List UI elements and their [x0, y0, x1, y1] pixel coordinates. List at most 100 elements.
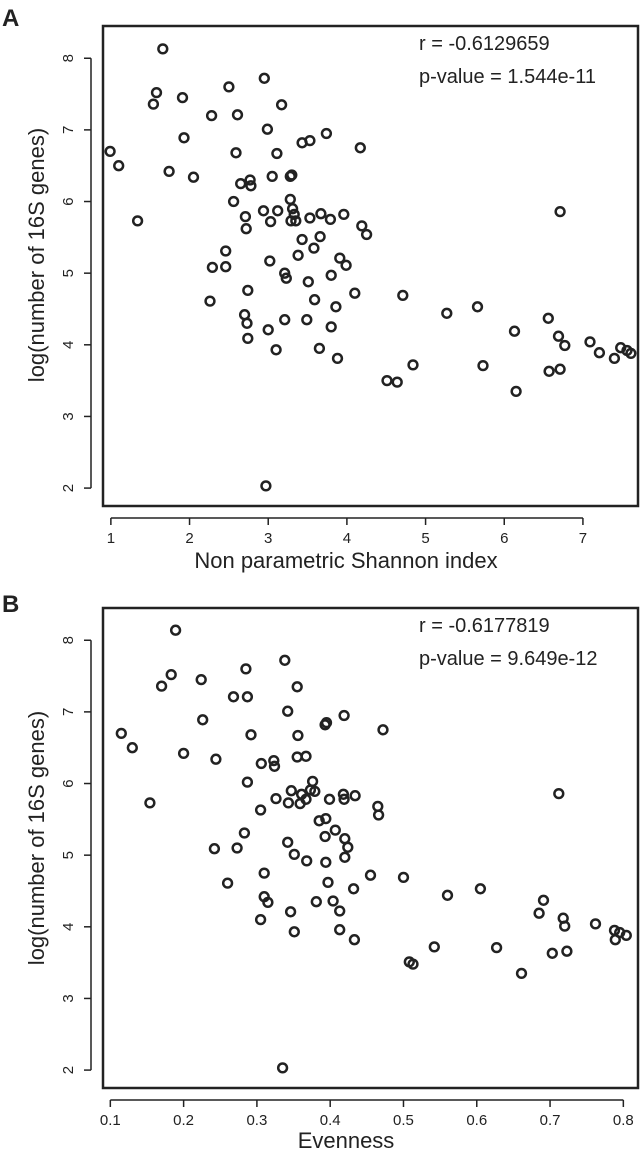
panel-a-data-point: [471, 301, 484, 313]
panel-a-data-point: [508, 325, 521, 337]
panel-a-data-point: [240, 223, 252, 235]
panel-b: B 0.1 0.2 0.3 0.4 0.5 0.6 0.7 0.8 2 3 4 5 6 7 8 r = -…: [2, 591, 640, 1153]
panel-b-data-point: [474, 883, 487, 895]
panel-a-x-tick-label: 6: [500, 530, 508, 547]
panel-a-data-point: [223, 81, 235, 93]
panel-b-data-point: [561, 945, 573, 957]
panel-b-x-tick-label: 0.2: [173, 1112, 194, 1129]
panel-a-data-point: [230, 147, 242, 159]
panel-b-data-point: [533, 907, 545, 919]
panel-a-data-point: [286, 203, 299, 215]
panel-b-data-point: [231, 842, 243, 854]
panel-a-data-point: [324, 213, 337, 226]
panel-b-data-point: [292, 729, 304, 742]
panel-a-data-point: [266, 170, 278, 183]
panel-a-data-point: [147, 98, 160, 110]
panel-a-data-point: [584, 336, 596, 348]
panel-b-x-tick-label: 0.3: [246, 1112, 267, 1129]
panel-b-data-point: [515, 967, 528, 980]
panel-a-data-point: [340, 259, 352, 271]
panel-a-data-point: [313, 342, 326, 355]
panel-a-data-point: [554, 363, 566, 375]
panel-a-data-point: [264, 255, 276, 267]
panel-a-correlation-label: r = -0.6129659: [419, 33, 550, 55]
panel-b-x-tick-label: 0.8: [613, 1112, 634, 1129]
panel-b-data-point: [348, 934, 361, 946]
panel-b-data-point: [227, 691, 240, 703]
panel-b-data-point: [262, 896, 274, 909]
panel-a-data-point: [360, 228, 373, 241]
panel-a-letter: A: [2, 5, 19, 32]
panel-a-data-point: [279, 314, 291, 326]
panel-a-data-point: [104, 145, 116, 158]
panel-a-data-point: [296, 233, 308, 246]
panel-a-x-tick-label: 3: [264, 530, 272, 547]
panel-b-pvalue-label: p-value = 9.649e-12: [419, 648, 597, 670]
panel-b-data-point: [338, 709, 350, 722]
panel-a-data-point: [262, 324, 274, 336]
panel-b-data-point: [537, 894, 550, 906]
panel-b-data-point: [240, 663, 252, 675]
panel-a-data-point: [261, 123, 274, 135]
panel-a-x-tick-label: 2: [185, 530, 193, 547]
panel-b-data-point: [620, 929, 632, 942]
panel-a-data-point: [315, 208, 327, 220]
panel-b-data-point: [313, 815, 325, 827]
panel-b-data-point: [241, 691, 254, 703]
panel-b-data-point: [342, 841, 354, 853]
panel-b-x-axis-title: Evenness: [298, 1128, 395, 1153]
panel-b-data-point: [291, 681, 303, 693]
panel-a-data-point: [625, 347, 637, 360]
panel-a-data-point: [302, 276, 314, 288]
panel-b-y-axis-title: log(number of 16S genes): [24, 711, 49, 965]
panel-b-data-point: [195, 673, 207, 686]
panel-a-data-point: [441, 307, 453, 319]
panel-a-x-tick-label: 1: [107, 530, 115, 547]
panel-a-data-point: [334, 252, 346, 264]
panel-b-data-point: [155, 680, 168, 692]
panel-a-data-point: [275, 99, 288, 111]
panel-b-data-point: [254, 804, 267, 816]
panel-a-points: [104, 43, 637, 492]
panel-a-data-point: [308, 242, 320, 254]
panel-b-data-point: [364, 869, 377, 881]
panel-a-x-tick-label: 5: [421, 530, 429, 547]
panel-a-data-point: [552, 330, 565, 342]
panel-b-letter: B: [2, 591, 19, 618]
panel-b-data-point: [377, 724, 389, 736]
panel-b-data-point: [609, 934, 621, 946]
panel-b-data-point: [301, 855, 313, 867]
panel-a-data-point: [593, 347, 606, 359]
panel-b-y-tick-label: 4: [60, 923, 77, 931]
panel-a-data-point: [242, 332, 254, 345]
panel-b-data-point: [238, 827, 251, 839]
panel-b-data-point: [347, 883, 360, 895]
panel-b-data-point: [245, 729, 257, 741]
panel-a-data-point: [543, 365, 555, 377]
panel-a-data-point: [407, 359, 419, 371]
panel-a-data-point: [554, 205, 566, 218]
panel-b-data-point: [559, 920, 571, 932]
panel-a-data-point: [314, 230, 326, 243]
panel-b-data-point: [208, 843, 221, 855]
panel-b-data-point: [254, 913, 267, 926]
panel-b-data-point: [268, 754, 280, 767]
panel-b-x-axis: 0.1 0.2 0.3 0.4 0.5 0.6 0.7 0.8: [100, 1099, 634, 1129]
panel-a-data-point: [220, 245, 232, 257]
panel-a-data-point: [325, 321, 337, 333]
panel-b-data-point: [282, 836, 294, 848]
panel-a-x-axis: 1 2 3 4 5 6 7: [107, 517, 587, 547]
panel-a-data-point: [241, 317, 253, 329]
panel-b-data-point: [282, 797, 295, 809]
panel-a-data-point: [304, 212, 316, 224]
panel-b-data-point: [288, 926, 300, 938]
panel-a-data-point: [150, 86, 163, 99]
panel-a-data-point: [296, 137, 308, 149]
panel-a-x-tick-label: 4: [343, 530, 351, 547]
panel-b-correlation-label: r = -0.6177819: [419, 615, 550, 637]
panel-a-data-point: [178, 132, 190, 144]
panel-a-data-point: [271, 147, 283, 160]
panel-a-data-point: [356, 220, 368, 232]
panel-b-data-point: [589, 918, 602, 930]
